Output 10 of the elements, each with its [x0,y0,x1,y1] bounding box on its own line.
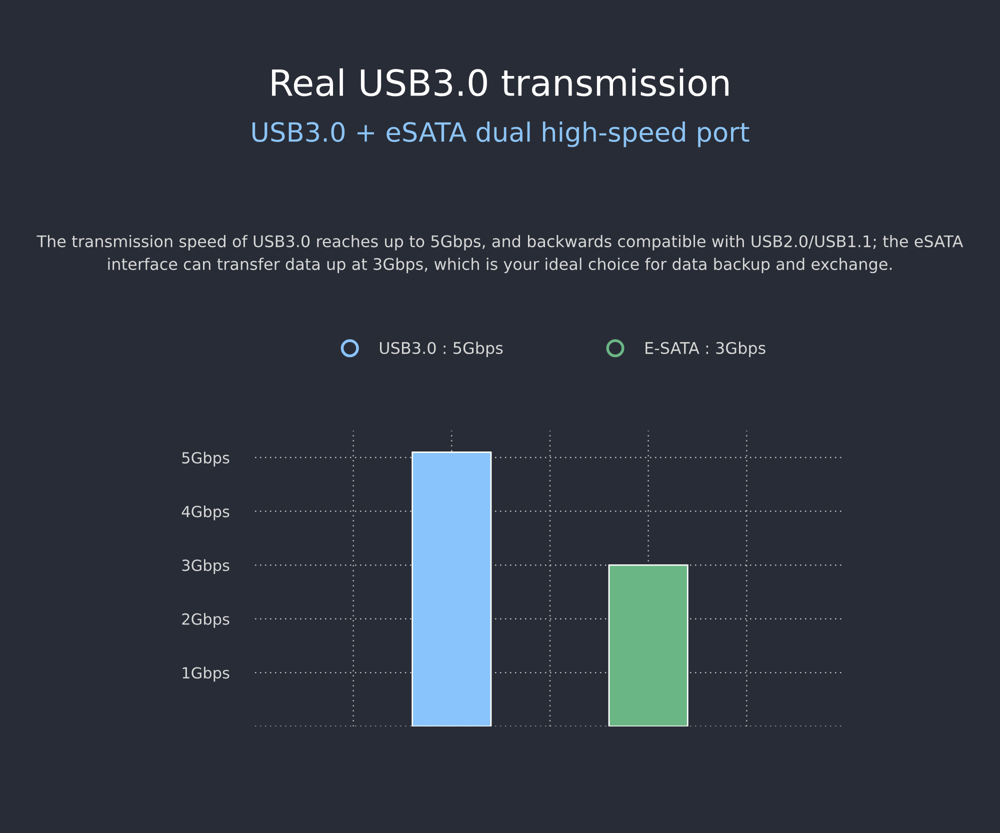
y-tick-label: 4Gbps [182,506,230,520]
y-tick-label: 3Gbps [182,559,230,574]
y-tick-label: 5Gbps [182,452,230,467]
legend-label: USB3.0 : 5Gbps [380,342,503,358]
y-tick-label: 1Gbps [182,666,230,682]
chart-title: Real USB3.0 transmission [272,68,728,96]
text: The transmission speed of USB3.0 reaches up to 5Gbps, and backwards compatible with USB2.0/USB1.1; the eSATA interface can transfer data up at 3Gbps, which is your ideal choice for data backup and exchange. [36,234,964,274]
chart-subtitle: USB3.0 + eSATA dual high-speed port [252,122,750,148]
legend-label: E-SATA : 3Gbps [646,342,766,358]
y-tick-label: 2Gbps [182,613,230,628]
